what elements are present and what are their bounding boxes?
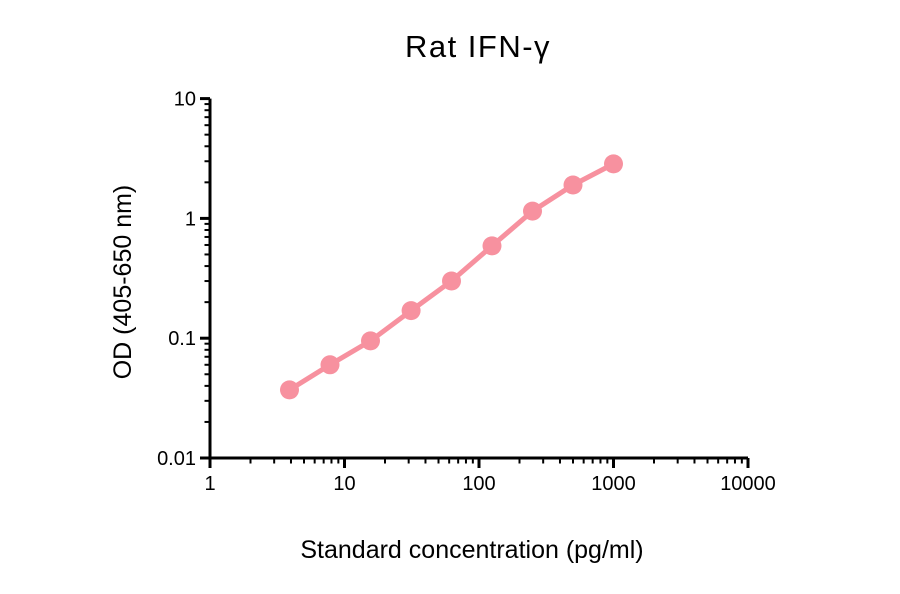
x-tick-label: 10 [333, 473, 355, 495]
y-axis-title: OD (405-650 nm) [109, 185, 137, 380]
data-point [563, 175, 583, 195]
chart-title: Rat IFN-γ [405, 29, 551, 64]
x-tick-label: 1 [204, 473, 215, 495]
data-point [604, 154, 623, 174]
data-point [523, 201, 542, 221]
data-point [361, 331, 380, 351]
data-point [482, 236, 502, 256]
data-series [280, 154, 623, 400]
x-tick-label: 10000 [720, 473, 776, 495]
x-axis-title: Standard concentration (pg/ml) [300, 536, 643, 564]
axes [208, 98, 748, 460]
data-point [401, 301, 421, 321]
axis-tick-labels: 1 10 100 1000 10000 0.01 0.1 1 10 [157, 89, 776, 495]
y-tick-label: 0.01 [157, 448, 196, 470]
y-tick-label: 10 [174, 89, 196, 111]
data-point [442, 271, 461, 291]
x-tick-label: 1000 [591, 473, 636, 495]
axis-ticks [200, 97, 750, 468]
y-tick-label: 1 [185, 208, 196, 230]
data-point [280, 380, 299, 400]
y-tick-label: 0.1 [168, 328, 196, 350]
data-point [320, 355, 340, 375]
x-tick-label: 100 [462, 473, 495, 495]
